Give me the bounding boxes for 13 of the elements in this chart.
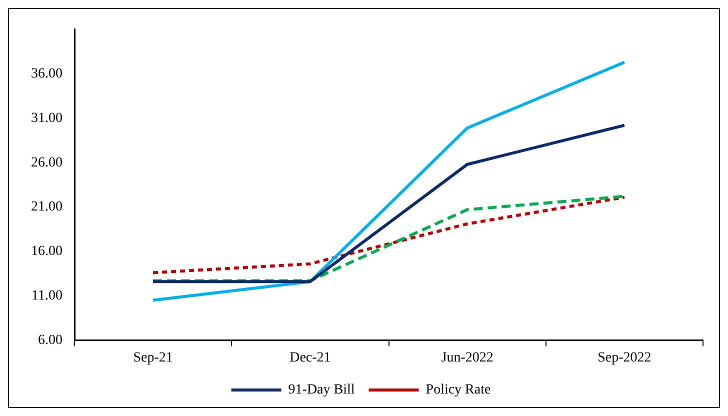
legend-label: Policy Rate — [426, 382, 491, 398]
legend-label: 91-Day Bill — [288, 382, 355, 398]
y-tick-label: 11.00 — [32, 288, 62, 304]
x-tick-label: Sep-21 — [133, 350, 173, 366]
x-tick-label: Jun-2022 — [441, 350, 494, 366]
y-tick-label: 16.00 — [31, 244, 62, 260]
y-tick-label: 6.00 — [38, 332, 62, 348]
y-tick-label: 36.00 — [31, 66, 62, 82]
x-tick-label: Sep-2022 — [598, 350, 652, 366]
y-tick-label: 26.00 — [31, 155, 62, 170]
y-tick-label: 21.00 — [31, 200, 62, 215]
x-tick-label: Dec-21 — [290, 350, 331, 366]
y-tick-label: 31.00 — [31, 110, 62, 126]
